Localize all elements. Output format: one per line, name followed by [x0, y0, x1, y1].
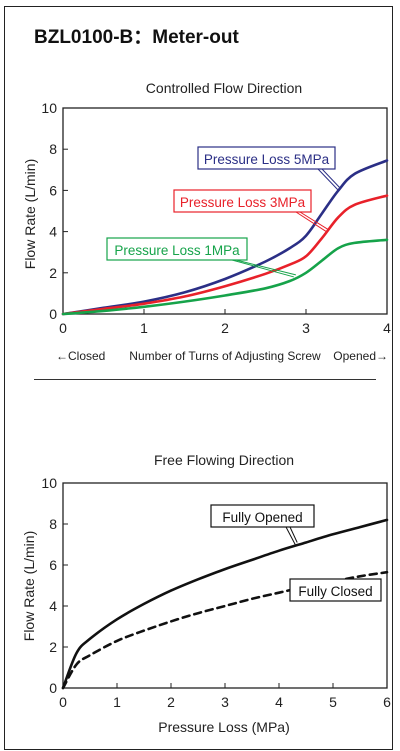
- x-tick-label: 6: [383, 694, 391, 710]
- y-tick-label: 8: [49, 516, 57, 532]
- y-tick-label: 6: [49, 182, 57, 198]
- callout-leader: [322, 169, 340, 188]
- y-tick-label: 10: [41, 475, 57, 491]
- x-axis-note-center: Number of Turns of Adjusting Screw: [129, 349, 321, 363]
- legend-label-pressure-loss-5mpa: Pressure Loss 5MPa: [204, 152, 330, 167]
- y-tick-label: 4: [49, 598, 57, 614]
- x-tick-label: 0: [59, 694, 67, 710]
- y-tick-label: 2: [49, 639, 57, 655]
- x-tick-label: 5: [329, 694, 337, 710]
- x-tick-label: 2: [167, 694, 175, 710]
- x-axis-note-opened: Opened→: [333, 349, 388, 363]
- x-tick-label: 4: [275, 694, 283, 710]
- x-tick-label: 1: [113, 694, 121, 710]
- x-axis-note-closed: ←Closed: [56, 349, 105, 363]
- x-tick-label: 3: [302, 320, 310, 336]
- x-axis-label: Pressure Loss (MPa): [158, 719, 289, 735]
- callout-leader: [290, 527, 297, 543]
- legend-label-fully-opened: Fully Opened: [222, 510, 302, 525]
- x-tick-label: 1: [140, 320, 148, 336]
- y-axis-label: Flow Rate (L/min): [21, 531, 37, 641]
- y-axis-label: Flow Rate (L/min): [22, 159, 38, 269]
- chart-controlled-flow: Controlled Flow Direction Flow Rate (L/m…: [0, 0, 400, 380]
- y-tick-label: 10: [41, 100, 57, 116]
- y-tick-label: 0: [49, 680, 57, 696]
- chart-title: Controlled Flow Direction: [146, 80, 302, 96]
- y-tick-label: 2: [49, 265, 57, 281]
- section-divider: [34, 379, 376, 380]
- y-tick-label: 6: [49, 557, 57, 573]
- legend-label-fully-closed: Fully Closed: [298, 584, 372, 599]
- series-line-fully-opened: [63, 520, 387, 688]
- x-tick-label: 3: [221, 694, 229, 710]
- legend-label-pressure-loss-1mpa: Pressure Loss 1MPa: [114, 243, 240, 258]
- y-tick-label: 8: [49, 141, 57, 157]
- y-tick-label: 4: [49, 224, 57, 240]
- chart-free-flow: Free Flowing Direction Flow Rate (L/min)…: [0, 380, 400, 751]
- x-tick-label: 0: [59, 320, 67, 336]
- x-tick-label: 2: [221, 320, 229, 336]
- y-tick-label: 0: [49, 306, 57, 322]
- callout-leader: [318, 169, 338, 190]
- series-line-pressure-loss-5mpa: [63, 161, 387, 315]
- legend-label-pressure-loss-3mpa: Pressure Loss 3MPa: [180, 195, 306, 210]
- x-tick-label: 4: [383, 320, 391, 336]
- chart-title: Free Flowing Direction: [154, 452, 294, 468]
